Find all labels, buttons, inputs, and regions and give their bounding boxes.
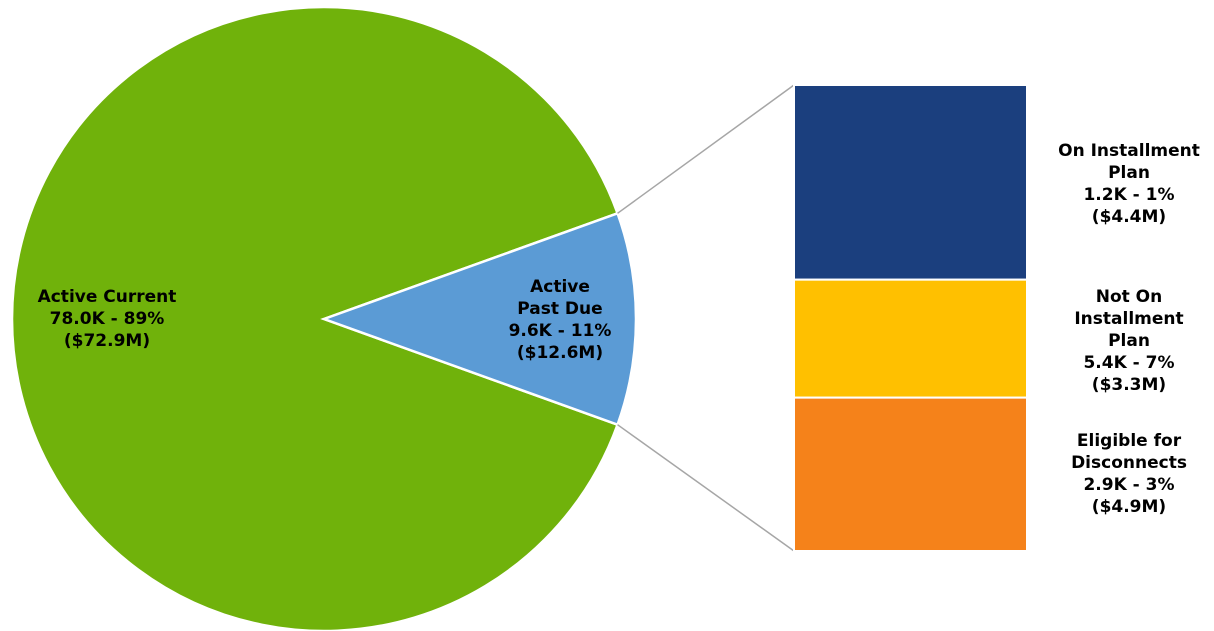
pie-label-active-current: Active Current 78.0K - 89% ($72.9M): [38, 287, 177, 351]
bar-segment-on-installment-plan: [793, 84, 1028, 281]
breakdown-bar: [793, 84, 1028, 552]
connector-lines: [617, 84, 795, 552]
breakdown-labels: On Installment Plan 1.2K - 1% ($4.4M) Not On…: [1058, 141, 1200, 517]
pie-slices: [10, 5, 638, 631]
pie-label-active-past-due: Active Past Due 9.6K - 11% ($12.6M): [509, 277, 612, 363]
connector-line-top: [617, 84, 795, 214]
pie-slice-active-past-due: [320, 211, 638, 427]
bar-label-eligible-for-disconnects: Eligible for Disconnects 2.9K - 3% ($4.9M): [1071, 431, 1187, 517]
pie-labels: Active Current 78.0K - 89% ($72.9M) Active P…: [38, 277, 612, 363]
bar-segment-not-on-installment-plan: [793, 278, 1028, 399]
bar-label-not-on-installment-plan: Not On Installment Plan 5.4K - 7% ($3.3M): [1074, 287, 1183, 395]
bar-segment-eligible-for-disconnects: [793, 396, 1028, 552]
pie-slice-active-current: [10, 5, 620, 631]
connector-line-bottom: [617, 424, 795, 552]
bar-label-on-installment-plan: On Installment Plan 1.2K - 1% ($4.4M): [1058, 141, 1200, 227]
